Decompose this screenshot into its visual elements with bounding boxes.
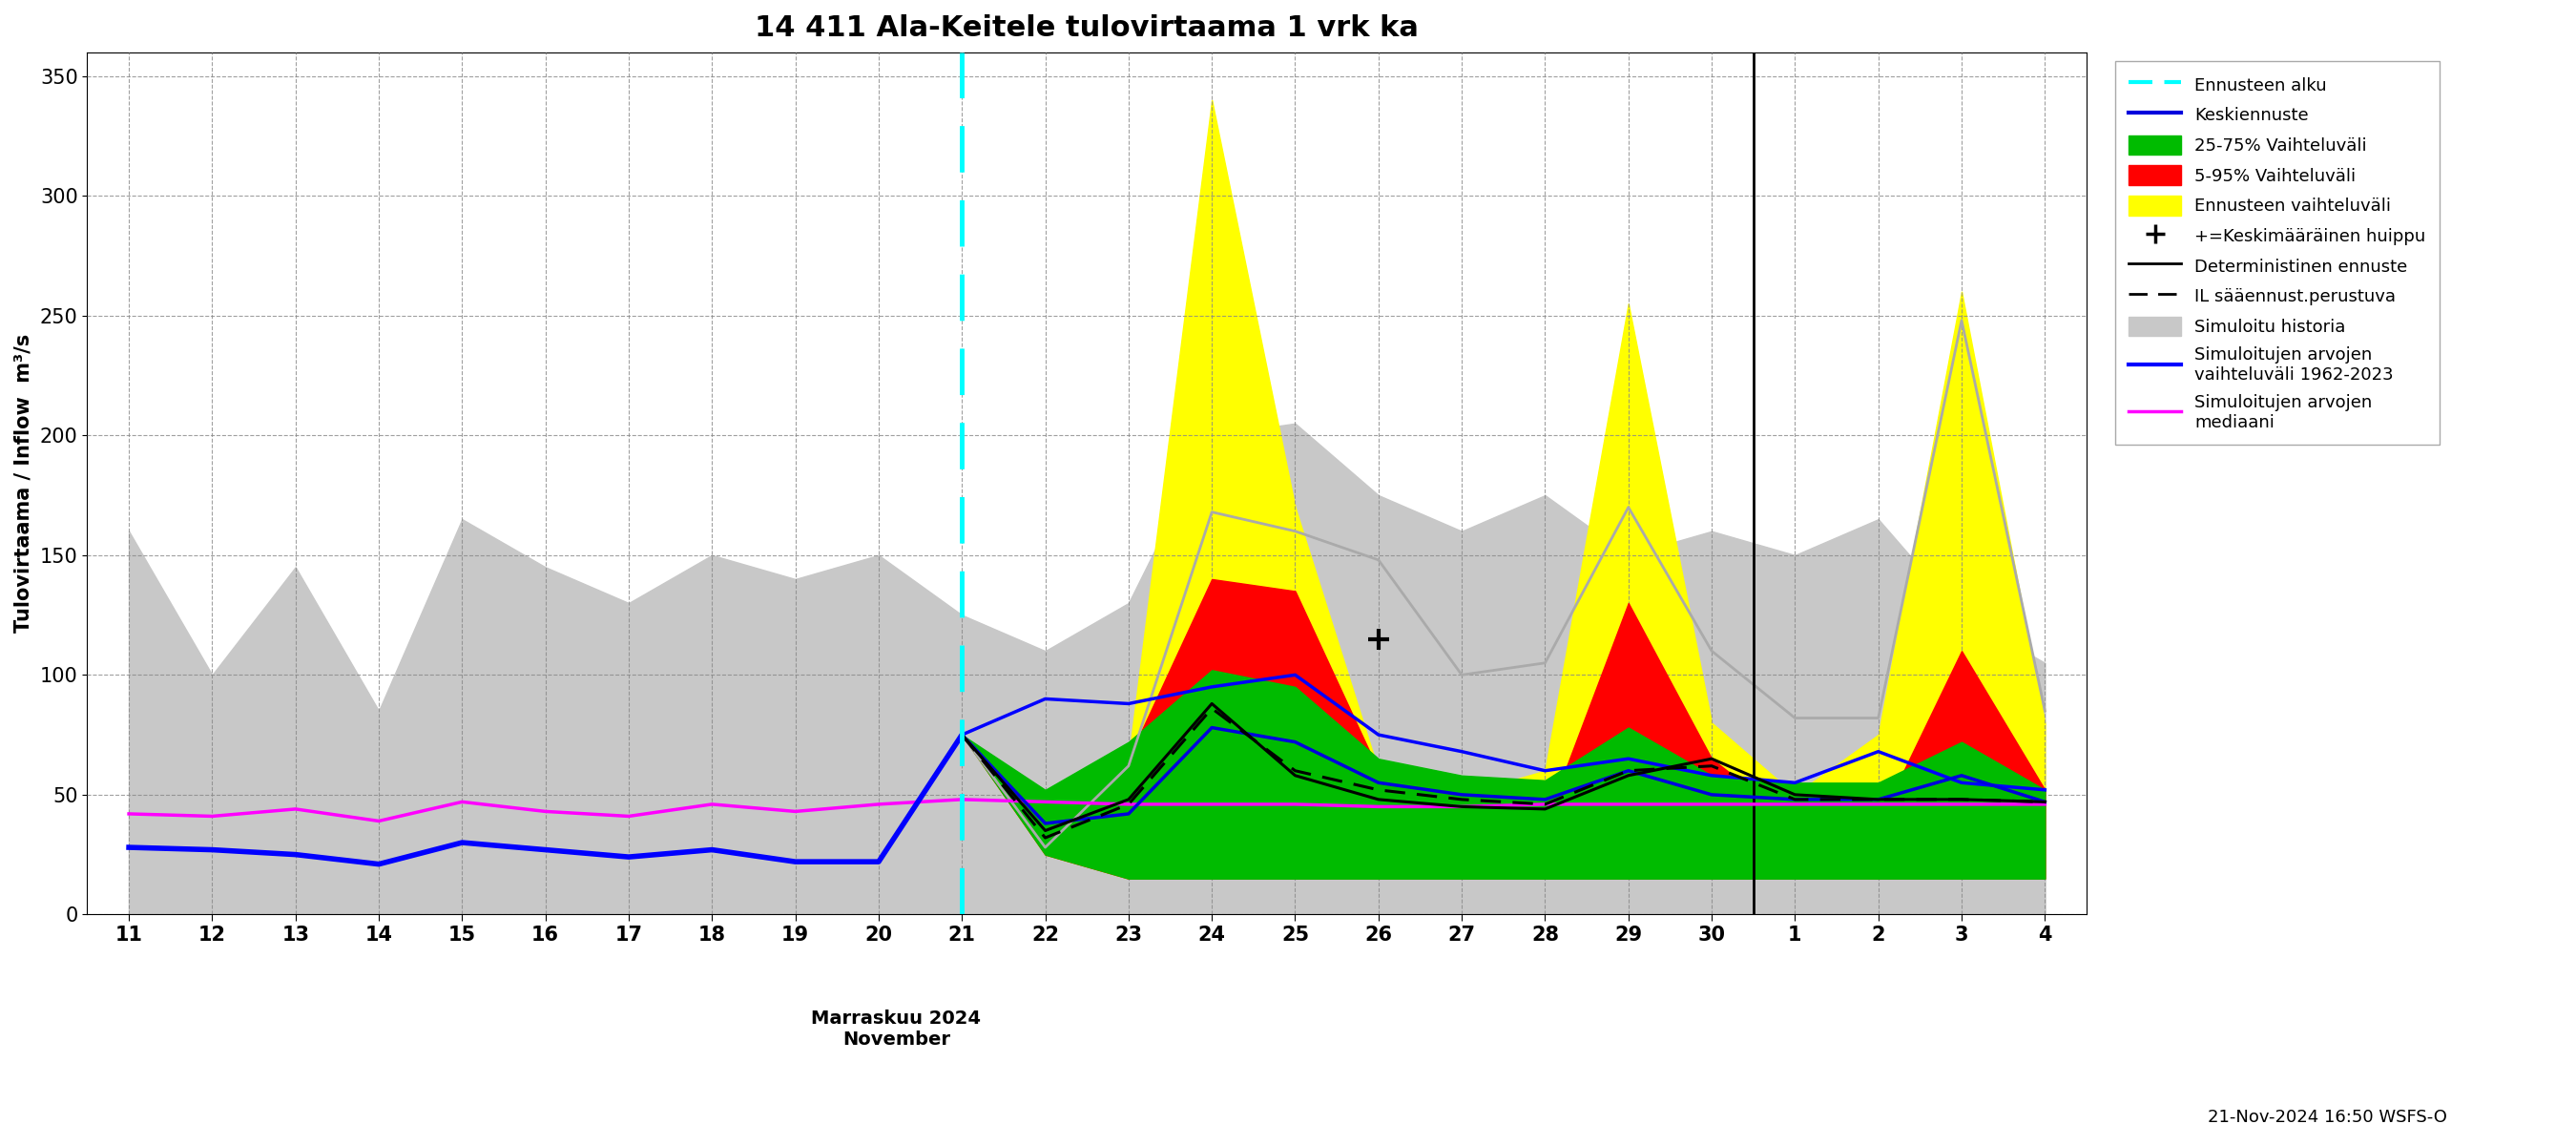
Legend: Ennusteen alku, Keskiennuste, 25-75% Vaihteluväli, 5-95% Vaihteluväli, Ennusteen: Ennusteen alku, Keskiennuste, 25-75% Vai…	[2115, 61, 2439, 445]
Text: Marraskuu 2024
November: Marraskuu 2024 November	[811, 1009, 981, 1049]
Y-axis label: Tulovirtaama / Inflow  m³/s: Tulovirtaama / Inflow m³/s	[15, 334, 33, 633]
Title: 14 411 Ala-Keitele tulovirtaama 1 vrk ka: 14 411 Ala-Keitele tulovirtaama 1 vrk ka	[755, 14, 1419, 42]
Text: 21-Nov-2024 16:50 WSFS-O: 21-Nov-2024 16:50 WSFS-O	[2208, 1108, 2447, 1126]
